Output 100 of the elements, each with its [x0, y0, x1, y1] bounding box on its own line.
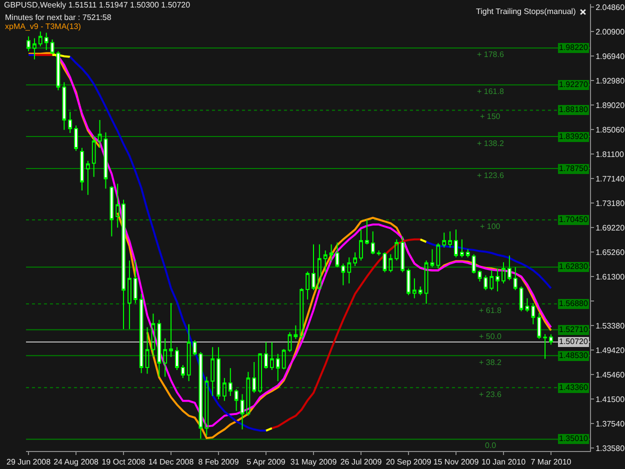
candlestick — [418, 286, 422, 296]
candlestick — [490, 270, 494, 291]
y-tick-label: 1.45460 — [596, 370, 625, 380]
candlestick — [44, 32, 48, 51]
line-series — [425, 240, 552, 290]
candlestick — [294, 324, 298, 340]
x-tick-label: 29 Jun 2008 — [6, 458, 52, 467]
x-tick-label: 8 Feb 2009 — [198, 458, 240, 467]
candlestick — [210, 346, 215, 396]
candlestick — [472, 254, 476, 274]
candlestick — [436, 242, 440, 269]
annotation: + 50.0 — [479, 332, 502, 341]
y-tick-label: 1.61300 — [596, 272, 625, 282]
candlestick — [270, 342, 274, 370]
candlestick — [400, 236, 405, 273]
candlestick — [169, 302, 173, 358]
ref-line-label: 1.92270 — [558, 80, 589, 90]
text: xpMA_v9 - T3MA(13) — [5, 22, 82, 31]
x-tick-label: 15 Nov 2009 — [433, 458, 480, 467]
candlestick — [56, 50, 60, 91]
candlestick — [192, 340, 197, 356]
candlestick — [186, 324, 191, 382]
candlestick — [116, 183, 120, 228]
candlestick — [353, 252, 358, 267]
candlestick — [222, 378, 226, 402]
candlestick — [145, 326, 150, 374]
candlestick — [104, 132, 108, 190]
ref-line-label: 1.62830 — [558, 262, 589, 272]
candlestick — [454, 229, 458, 258]
candlestick — [537, 312, 542, 340]
x-tick-label: 5 Apr 2009 — [246, 458, 286, 467]
y-tick-label: 1.85060 — [596, 125, 625, 134]
y-tick-label: 1.49420 — [596, 346, 625, 355]
candlestick — [246, 371, 250, 416]
annotation: + 38.2 — [479, 358, 502, 367]
line-series — [69, 56, 268, 432]
annotation: + 100 — [480, 222, 501, 231]
candlestick — [50, 39, 54, 54]
ref-line-label: 1.56880 — [558, 298, 589, 309]
candlestick — [240, 394, 244, 430]
annotation: + 161.8 — [477, 87, 504, 96]
candlestick — [204, 376, 209, 436]
candlestick — [252, 361, 256, 394]
candlestick — [388, 254, 393, 273]
candlestick — [98, 119, 102, 148]
x-tick-label: 10 Jan 2010 — [481, 458, 526, 467]
candlestick — [531, 302, 536, 325]
candlestick — [341, 263, 346, 286]
y-tick-label: 1.37540 — [596, 419, 625, 428]
candlestick — [288, 332, 292, 353]
candlestick — [38, 30, 42, 47]
y-tick-label: 1.81100 — [596, 150, 624, 159]
ref-line-label: 1.52710 — [558, 324, 589, 335]
candlestick — [448, 230, 452, 248]
candlestick — [412, 278, 416, 299]
line-series — [270, 238, 422, 430]
ref-line-label: 1.43360 — [558, 382, 589, 393]
y-tick-label: 1.41500 — [596, 394, 625, 404]
y-tick-label: 1.65260 — [596, 248, 625, 257]
candlestick — [323, 250, 328, 273]
candlestick — [133, 260, 138, 304]
x-tick-label: 19 Oct 2008 — [102, 458, 146, 467]
candlestick — [496, 268, 500, 292]
ref-line-label: 1.50720 — [558, 337, 589, 348]
x-tick-label: 7 Mar 2010 — [530, 458, 572, 467]
candlestick — [32, 38, 36, 60]
y-tick-label: 1.89020 — [596, 100, 625, 110]
candlestick — [359, 229, 363, 261]
annotation: + 150 — [480, 112, 501, 121]
candlestick — [519, 286, 524, 312]
candlestick — [228, 368, 232, 396]
y-tick-label: 1.73180 — [596, 198, 625, 208]
candlestick — [318, 244, 322, 290]
candlestick — [216, 346, 220, 400]
candlestick — [157, 319, 162, 378]
annotation: 0.0 — [485, 441, 497, 450]
y-tick-label: 2.04860 — [596, 2, 625, 12]
candlestick — [525, 298, 530, 312]
candlestick — [139, 293, 144, 374]
candlestick — [370, 230, 375, 255]
candlestick — [92, 136, 96, 178]
y-tick-label: 2.00900 — [596, 27, 625, 36]
chart-title: GBPUSD,Weekly 1.51511 1.51947 1.50300 1.50720 — [4, 0, 191, 10]
candlestick — [68, 111, 72, 134]
y-tick-label: 1.92980 — [596, 76, 625, 86]
candlestick — [151, 313, 156, 358]
candlestick — [406, 268, 410, 296]
candlestick — [543, 334, 547, 360]
candlestick — [128, 260, 132, 330]
y-tick-label: 1.77140 — [596, 174, 625, 184]
ref-line-label: 1.78750 — [558, 164, 589, 174]
candlestick — [264, 342, 268, 370]
candlestick — [163, 338, 168, 378]
annotation: + 178.6 — [477, 50, 504, 59]
candlestick — [513, 266, 518, 291]
candlestick — [276, 353, 280, 382]
candlestick — [394, 238, 399, 261]
annotation: + 61.8 — [479, 306, 502, 315]
candlestick — [382, 252, 387, 273]
candlestick — [175, 346, 179, 370]
